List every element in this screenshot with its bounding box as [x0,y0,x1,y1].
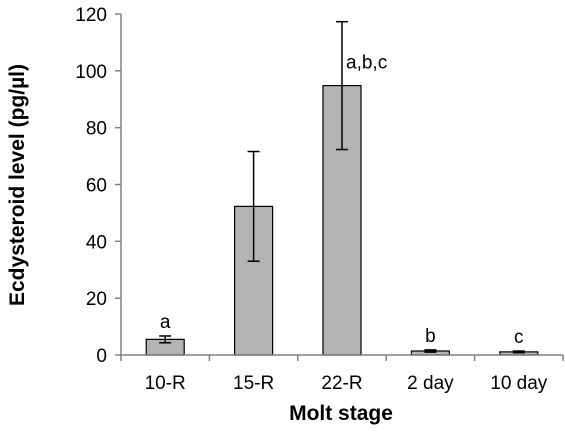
y-tick-label: 100 [75,62,107,83]
x-tick-label: 10-R [145,373,186,394]
y-tick-label: 0 [96,346,107,367]
error-bars [159,20,525,354]
y-axis-ticks: 0 20 40 60 80 100 120 [75,5,121,367]
x-tick-label: 2 day [407,373,454,394]
y-tick-label: 40 [86,232,107,253]
significance-label: c [514,327,524,348]
significance-annotations: a a,b,c b c [160,53,524,348]
y-axis-title: Ecdysteroid level (pg/µl) [6,64,29,306]
significance-label: a,b,c [346,53,387,74]
x-tick-label: 10 day [490,373,548,394]
y-tick-label: 20 [86,289,107,310]
y-tick-label: 120 [75,5,107,26]
significance-label: a [160,312,171,333]
x-tick-label: 22-R [321,373,362,394]
y-tick-label: 60 [86,176,107,197]
y-tick-label: 80 [86,119,107,140]
significance-label: b [425,326,436,347]
x-axis-ticks: 10-R 15-R 22-R 2 day 10 day [120,355,564,394]
x-axis-title: Molt stage [289,402,393,425]
x-tick-label: 15-R [233,373,274,394]
